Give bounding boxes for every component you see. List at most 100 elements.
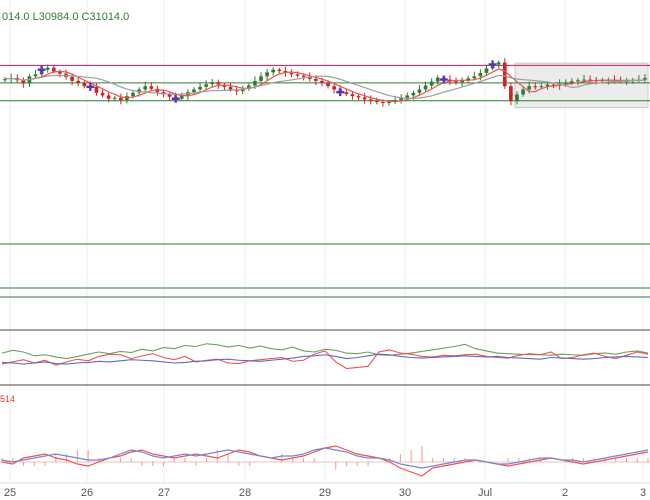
candle-body (51, 67, 56, 72)
candle-body (179, 96, 184, 99)
candle-body (551, 84, 556, 86)
candle-body (119, 97, 123, 101)
candle-body (527, 86, 531, 90)
candle-body (374, 101, 379, 103)
candle-body (246, 85, 251, 89)
candle-body (82, 82, 87, 87)
candle-body (368, 99, 373, 102)
candle-body (484, 68, 489, 73)
oscillator-line (1, 353, 649, 365)
candle-body (399, 97, 404, 101)
candle-body (301, 75, 306, 77)
candle-body (515, 94, 519, 102)
candle-body (454, 81, 458, 83)
candle-body (411, 92, 416, 96)
candle-body (192, 89, 196, 93)
candle-body (259, 76, 263, 81)
oscillator-line (1, 349, 649, 370)
candle-body (326, 82, 330, 87)
x-tick-label: 30 (399, 487, 411, 499)
candle-body (143, 86, 148, 90)
candle-body (216, 82, 221, 85)
x-tick-label: 25 (4, 487, 16, 499)
candle-body (423, 85, 428, 90)
candle-body (387, 102, 391, 104)
candle-body (460, 80, 464, 83)
candle-body (295, 74, 300, 76)
marker-cross (439, 75, 448, 84)
candle-body (405, 95, 410, 98)
candle-body (350, 94, 355, 97)
candle-body (344, 92, 349, 95)
candle-body (253, 80, 257, 86)
candle-body (106, 95, 111, 99)
x-tick-label: 3 (640, 487, 646, 499)
moving-averages (4, 68, 645, 103)
candle-body (3, 78, 7, 81)
x-tick-label: 2 (562, 487, 568, 499)
candle-body (240, 88, 245, 92)
candle-body (21, 80, 26, 84)
candle-body (466, 78, 471, 81)
candle-body (70, 76, 74, 81)
x-tick-label: 26 (81, 487, 93, 499)
candle-body (381, 102, 385, 104)
x-tick-label: Jul (478, 487, 492, 499)
ohlc-readout: 014.0 L30984.0 C31014.0 (2, 11, 129, 23)
candle-body (417, 89, 422, 93)
candle-body (228, 86, 233, 90)
oscillator-panel (0, 329, 650, 386)
candle-body (204, 84, 208, 87)
candle-body (356, 96, 361, 98)
marker-cross (86, 82, 95, 91)
marker-cross (37, 65, 46, 74)
ma-fast-line (4, 68, 645, 103)
candle-body (33, 74, 38, 77)
candle-body (76, 80, 81, 83)
candle-body (643, 77, 647, 80)
candle-body (539, 86, 544, 88)
candle-body (167, 94, 172, 97)
candle-body (277, 69, 282, 72)
candle-body (314, 78, 318, 81)
candle-body (563, 82, 568, 84)
marker-cross (171, 94, 180, 103)
candle-body (94, 86, 99, 93)
x-tick-label: 29 (319, 487, 331, 499)
indicator-value-label: 514 (0, 394, 15, 404)
candle-body (429, 81, 434, 86)
candle-body (448, 79, 452, 82)
candle-body (502, 62, 507, 87)
candlesticks[interactable] (3, 58, 647, 107)
x-tick-label: 27 (158, 487, 170, 499)
candle-body (271, 69, 276, 73)
candle-body (332, 86, 336, 90)
macd-panel (0, 445, 650, 477)
candle-body (320, 80, 324, 83)
candle-body (533, 86, 538, 88)
candle-body (588, 79, 592, 81)
macd-line (1, 447, 649, 469)
ma-slow-line (4, 74, 645, 100)
marker-cross (488, 60, 497, 69)
candle-body (472, 76, 477, 79)
candle-body (289, 73, 294, 75)
candle-body (198, 86, 202, 90)
candle-body (435, 77, 440, 82)
candle-body (545, 84, 550, 87)
candle-body (100, 92, 105, 96)
candle-body (112, 97, 117, 99)
marker-cross (336, 88, 345, 97)
x-tick-label: 28 (239, 487, 251, 499)
candle-body (521, 89, 525, 95)
time-axis: 25 26 27 28 29 30 Jul 2 3 (0, 482, 650, 499)
candle-body (362, 97, 367, 100)
candle-body (569, 81, 574, 83)
signal-markers[interactable] (37, 60, 497, 103)
candle-body (478, 73, 483, 77)
candle-body (307, 76, 312, 79)
candle-body (149, 86, 154, 89)
candle-body (58, 71, 62, 74)
candle-body (496, 62, 501, 65)
